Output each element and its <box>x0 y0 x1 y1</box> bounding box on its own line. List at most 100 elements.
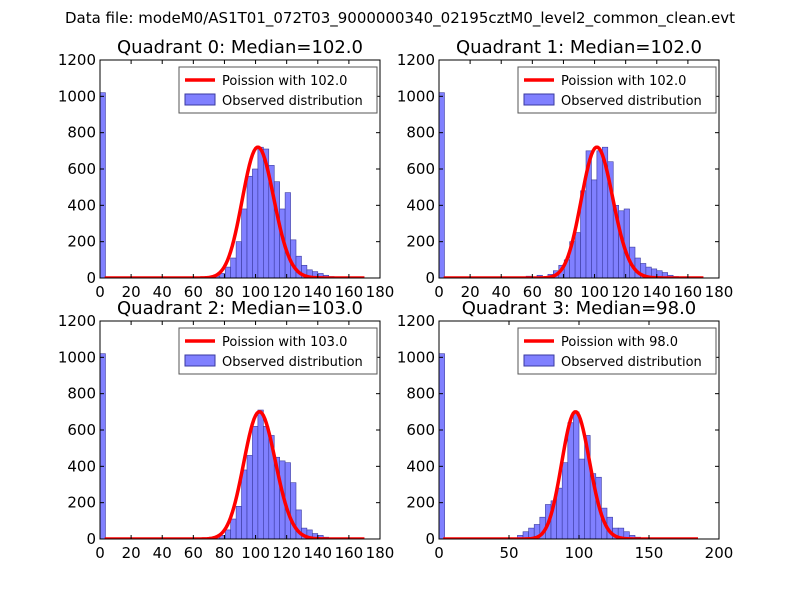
y-tick-label: 800 <box>406 124 435 142</box>
chart-title: Quadrant 3: Median=98.0 <box>462 298 697 319</box>
y-tick-label: 1000 <box>58 348 96 366</box>
y-tick-label: 800 <box>67 124 96 142</box>
y-tick-label: 800 <box>67 385 96 403</box>
legend-entry-observed: Observed distribution <box>561 94 702 109</box>
y-tick-label: 0 <box>86 269 96 287</box>
x-tick-label: 180 <box>366 283 395 301</box>
legend-entry-fit: Poission with 102.0 <box>561 74 686 89</box>
y-tick-label: 1200 <box>397 51 435 69</box>
x-tick-label: 140 <box>303 283 332 301</box>
y-tick-label: 600 <box>67 421 96 439</box>
x-tick-label: 100 <box>241 544 270 562</box>
y-tick-label: 400 <box>67 196 96 214</box>
histogram-bar <box>567 422 574 539</box>
x-tick-label: 180 <box>705 283 734 301</box>
histogram-bar <box>100 353 106 539</box>
y-tick-label: 800 <box>406 385 435 403</box>
x-tick-label: 0 <box>434 544 444 562</box>
x-tick-label: 40 <box>492 283 511 301</box>
histogram-bar <box>246 455 253 539</box>
x-tick-label: 0 <box>95 283 105 301</box>
chart-title: Quadrant 2: Median=103.0 <box>117 298 363 319</box>
x-tick-label: 60 <box>184 544 203 562</box>
legend-entry-observed: Observed distribution <box>222 94 363 109</box>
y-tick-label: 600 <box>406 421 435 439</box>
x-tick-label: 160 <box>674 283 703 301</box>
histogram-bars <box>439 92 679 278</box>
x-tick-label: 120 <box>272 283 301 301</box>
histogram-bar <box>241 469 248 539</box>
y-tick-label: 200 <box>67 494 96 512</box>
histogram-bar <box>290 482 297 539</box>
x-tick-label: 80 <box>554 283 573 301</box>
y-tick-label: 200 <box>406 494 435 512</box>
histogram-bar <box>230 518 237 539</box>
histogram-bars <box>100 353 335 539</box>
x-tick-label: 140 <box>642 283 671 301</box>
y-tick-label: 0 <box>86 530 96 548</box>
x-tick-label: 100 <box>565 544 594 562</box>
legend-entry-fit: Poission with 102.0 <box>222 74 347 89</box>
chart-panel-1: 0 20 40 60 80 100 120 140 160 180 0 200 400 600 800 100… <box>397 37 734 301</box>
histogram-bar <box>561 462 569 539</box>
x-tick-label: 20 <box>122 544 141 562</box>
y-tick-label: 1000 <box>397 348 435 366</box>
x-tick-label: 100 <box>580 283 609 301</box>
x-tick-label: 50 <box>499 544 518 562</box>
y-tick-label: 200 <box>406 233 435 251</box>
chart-panel-0: 0 20 40 60 80 100 120 140 160 180 0 200 400 600 800 100… <box>58 37 395 301</box>
y-tick-label: 400 <box>67 457 96 475</box>
histogram-bar <box>257 409 264 539</box>
poisson-fit-line <box>442 410 699 539</box>
histogram-bar <box>235 241 242 278</box>
chart-title: Quadrant 1: Median=102.0 <box>456 37 702 58</box>
histogram-bar <box>556 487 563 539</box>
chart-panel-3: 0 50 100 150 200 0 200 400 600 800 1000 1200 Quadran… <box>397 298 734 562</box>
y-tick-label: 1200 <box>58 312 96 330</box>
y-tick-label: 1000 <box>58 87 96 105</box>
y-tick-label: 0 <box>425 530 435 548</box>
histogram-bar <box>591 179 598 278</box>
histogram-bar <box>230 257 237 278</box>
chart-title: Quadrant 0: Median=102.0 <box>117 37 363 58</box>
histogram-bar <box>257 146 264 278</box>
x-tick-label: 80 <box>215 283 234 301</box>
legend-entry-observed: Observed distribution <box>561 355 702 370</box>
x-tick-label: 120 <box>611 283 640 301</box>
x-tick-label: 160 <box>335 283 364 301</box>
x-tick-label: 20 <box>122 283 141 301</box>
histogram-bar <box>246 175 253 278</box>
x-tick-label: 120 <box>272 544 301 562</box>
histogram-bar <box>263 426 270 539</box>
histogram-bar <box>252 426 259 539</box>
y-tick-label: 1200 <box>397 312 435 330</box>
figure-suptitle: Data file: modeM0/AS1T01_072T03_90000003… <box>64 9 736 27</box>
histogram-bar <box>235 505 242 539</box>
histogram-bar <box>596 150 603 278</box>
x-tick-label: 180 <box>366 544 395 562</box>
histogram-bar <box>439 353 445 539</box>
x-tick-label: 0 <box>434 283 444 301</box>
y-tick-label: 400 <box>406 457 435 475</box>
x-tick-label: 160 <box>335 544 364 562</box>
x-tick-label: 60 <box>523 283 542 301</box>
histogram-bar <box>224 529 231 539</box>
legend-bar-swatch <box>184 93 216 106</box>
chart-panel-2: 0 20 40 60 80 100 120 140 160 180 0 200 400 600 800 100… <box>58 298 395 562</box>
y-tick-label: 1000 <box>397 87 435 105</box>
legend-entry-observed: Observed distribution <box>222 355 363 370</box>
legend-bar-swatch <box>523 354 555 367</box>
y-tick-label: 600 <box>67 160 96 178</box>
x-tick-label: 200 <box>705 544 734 562</box>
x-tick-label: 140 <box>303 544 332 562</box>
histogram-bar <box>578 458 585 539</box>
y-tick-label: 0 <box>425 269 435 287</box>
x-tick-label: 20 <box>461 283 480 301</box>
histogram-bar <box>100 92 106 278</box>
y-tick-label: 200 <box>67 233 96 251</box>
histogram-bar <box>284 192 291 278</box>
histogram-bars <box>439 353 647 539</box>
y-tick-label: 600 <box>406 160 435 178</box>
histogram-bar <box>573 411 580 539</box>
